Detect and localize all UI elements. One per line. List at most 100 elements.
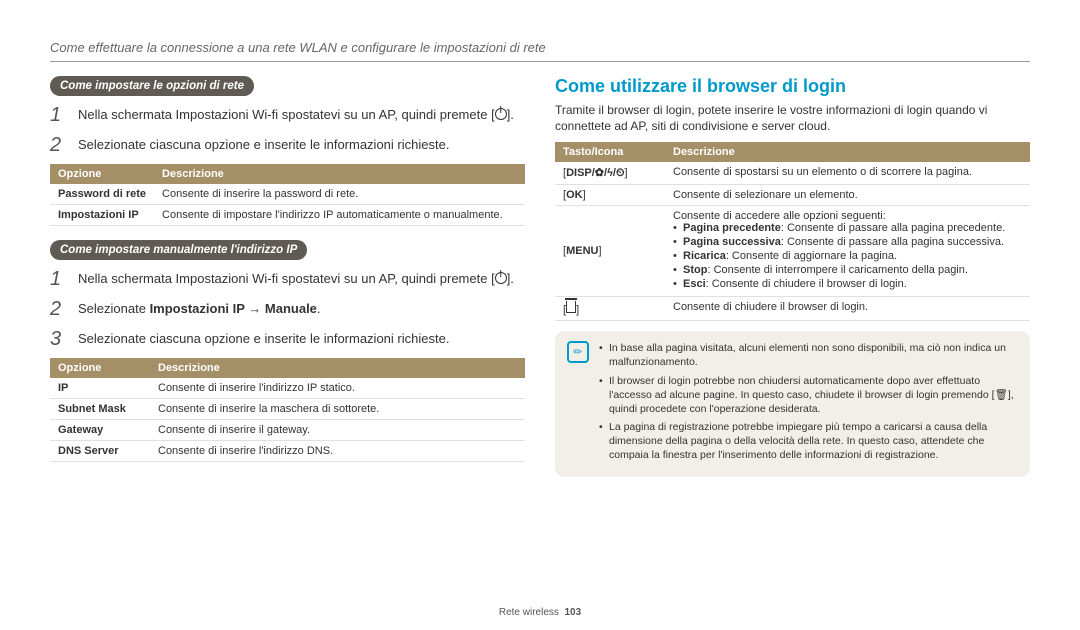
cell: Impostazioni IP xyxy=(50,205,154,226)
cell: Consente di impostare l'indirizzo IP aut… xyxy=(154,205,525,226)
cell-key: [OK] xyxy=(555,185,665,206)
text: . xyxy=(317,301,321,316)
text: : Consente di passare alla pagina succes… xyxy=(781,236,1004,248)
left-column: Come impostare le opzioni di rete 1 Nell… xyxy=(50,76,525,477)
cell-desc: Consente di selezionare un elemento. xyxy=(665,185,1030,206)
options-table-2: OpzioneDescrizione IPConsente di inserir… xyxy=(50,358,525,462)
text: ]. xyxy=(507,271,514,286)
text: : Consente di aggiornare la pagina. xyxy=(726,250,897,262)
step-number: 1 xyxy=(50,104,68,126)
step-text: Selezionate ciascuna opzione e inserite … xyxy=(78,328,449,350)
list-item: In base alla pagina visitata, alcuni ele… xyxy=(599,341,1018,369)
cell: Gateway xyxy=(50,420,150,441)
text: Nella schermata Impostazioni Wi-fi spost… xyxy=(78,271,495,286)
step-text: Selezionate Impostazioni IP → Manuale. xyxy=(78,298,321,320)
cell: Consente di inserire l'indirizzo DNS. xyxy=(150,441,525,462)
text-bold: Impostazioni IP → Manuale xyxy=(150,301,317,316)
step-number: 2 xyxy=(50,134,68,156)
power-icon xyxy=(495,107,507,125)
list-item: Pagina precedente: Consente di passare a… xyxy=(673,222,1022,234)
cell-key: [MENU] xyxy=(555,206,665,297)
table-row: IPConsente di inserire l'indirizzo IP st… xyxy=(50,378,525,399)
cell-key: [DISP/✿/ϟ/⏲] xyxy=(555,162,665,185)
section-pill-network-options: Come impostare le opzioni di rete xyxy=(50,76,254,96)
table-row: [OK] Consente di selezionare un elemento… xyxy=(555,185,1030,206)
cell-desc: Consente di accedere alle opzioni seguen… xyxy=(665,206,1030,297)
table-row: DNS ServerConsente di inserire l'indiriz… xyxy=(50,441,525,462)
cell: Password di rete xyxy=(50,184,154,205)
step-2: 2 Selezionate ciascuna opzione e inserit… xyxy=(50,134,525,156)
step-text: Selezionate ciascuna opzione e inserite … xyxy=(78,134,449,156)
right-column: Come utilizzare il browser di login Tram… xyxy=(555,76,1030,477)
text-bold: Pagina precedente xyxy=(683,222,781,234)
cell: Consente di inserire la maschera di sott… xyxy=(150,399,525,420)
note-list: In base alla pagina visitata, alcuni ele… xyxy=(599,341,1018,466)
table-row: Password di reteConsente di inserire la … xyxy=(50,184,525,205)
table-row: GatewayConsente di inserire il gateway. xyxy=(50,420,525,441)
th-key: Tasto/Icona xyxy=(555,142,665,162)
table-row: Impostazioni IPConsente di impostare l'i… xyxy=(50,205,525,226)
list-item: Ricarica: Consente di aggiornare la pagi… xyxy=(673,250,1022,262)
th-desc: Descrizione xyxy=(150,358,525,378)
text: Nella schermata Impostazioni Wi-fi spost… xyxy=(78,107,495,122)
key-disp: DISP/✿/ϟ/⏲ xyxy=(566,167,624,179)
step-2b: 2 Selezionate Impostazioni IP → Manuale. xyxy=(50,298,525,320)
footer-section: Rete wireless xyxy=(499,607,559,618)
step-number: 2 xyxy=(50,298,68,320)
step-3b: 3 Selezionate ciascuna opzione e inserit… xyxy=(50,328,525,350)
text: : Consente di chiudere il browser di log… xyxy=(706,278,907,290)
list-item: Pagina successiva: Consente di passare a… xyxy=(673,236,1022,248)
th-desc: Descrizione xyxy=(665,142,1030,162)
section-pill-manual-ip: Come impostare manualmente l'indirizzo I… xyxy=(50,240,307,260)
cell: IP xyxy=(50,378,150,399)
table-row: Subnet MaskConsente di inserire la masch… xyxy=(50,399,525,420)
th-option: Opzione xyxy=(50,164,154,184)
text: Selezionate xyxy=(78,301,150,316)
trash-icon xyxy=(566,301,576,313)
table-row: [MENU] Consente di accedere alle opzioni… xyxy=(555,206,1030,297)
cell-desc: Consente di spostarsi su un elemento o d… xyxy=(665,162,1030,185)
key-menu: MENU xyxy=(566,245,598,257)
text: ]. xyxy=(507,107,514,122)
menu-options-list: Pagina precedente: Consente di passare a… xyxy=(673,222,1022,290)
cell: Subnet Mask xyxy=(50,399,150,420)
step-1: 1 Nella schermata Impostazioni Wi-fi spo… xyxy=(50,104,525,126)
page-footer: Rete wireless 103 xyxy=(0,607,1080,618)
cell: Consente di inserire la password di rete… xyxy=(154,184,525,205)
text-bold: Stop xyxy=(683,264,707,276)
table-row: [] Consente di chiudere il browser di lo… xyxy=(555,297,1030,321)
list-item: Esci: Consente di chiudere il browser di… xyxy=(673,278,1022,290)
page-header: Come effettuare la connessione a una ret… xyxy=(50,40,1030,55)
section-title-login-browser: Come utilizzare il browser di login xyxy=(555,76,1030,97)
options-table-1: OpzioneDescrizione Password di reteConse… xyxy=(50,164,525,226)
th-option: Opzione xyxy=(50,358,150,378)
step-number: 1 xyxy=(50,268,68,290)
note-icon: ✎ xyxy=(567,341,589,363)
cell: Consente di inserire l'indirizzo IP stat… xyxy=(150,378,525,399)
key-ok: OK xyxy=(566,189,583,201)
key-table: Tasto/IconaDescrizione [DISP/✿/ϟ/⏲] Cons… xyxy=(555,142,1030,321)
intro-paragraph: Tramite il browser di login, potete inse… xyxy=(555,103,1030,134)
text-bold: Ricarica xyxy=(683,250,726,262)
cell: Consente di inserire il gateway. xyxy=(150,420,525,441)
content-columns: Come impostare le opzioni di rete 1 Nell… xyxy=(50,76,1030,477)
step-text: Nella schermata Impostazioni Wi-fi spost… xyxy=(78,268,514,290)
text: Consente di accedere alle opzioni seguen… xyxy=(673,210,1022,222)
table-row: [DISP/✿/ϟ/⏲] Consente di spostarsi su un… xyxy=(555,162,1030,185)
cell: DNS Server xyxy=(50,441,150,462)
page-number: 103 xyxy=(564,607,581,618)
text-bold: Pagina successiva xyxy=(683,236,781,248)
text-bold: Esci xyxy=(683,278,706,290)
th-desc: Descrizione xyxy=(154,164,525,184)
power-icon xyxy=(495,271,507,289)
list-item: Il browser di login potrebbe non chiuder… xyxy=(599,374,1018,417)
note-box: ✎ In base alla pagina visitata, alcuni e… xyxy=(555,331,1030,476)
divider xyxy=(50,61,1030,62)
list-item: Stop: Consente di interrompere il carica… xyxy=(673,264,1022,276)
cell-key: [] xyxy=(555,297,665,321)
text: : Consente di interrompere il caricament… xyxy=(707,264,967,276)
step-text: Nella schermata Impostazioni Wi-fi spost… xyxy=(78,104,514,126)
cell-desc: Consente di chiudere il browser di login… xyxy=(665,297,1030,321)
step-number: 3 xyxy=(50,328,68,350)
list-item: La pagina di registrazione potrebbe impi… xyxy=(599,420,1018,463)
